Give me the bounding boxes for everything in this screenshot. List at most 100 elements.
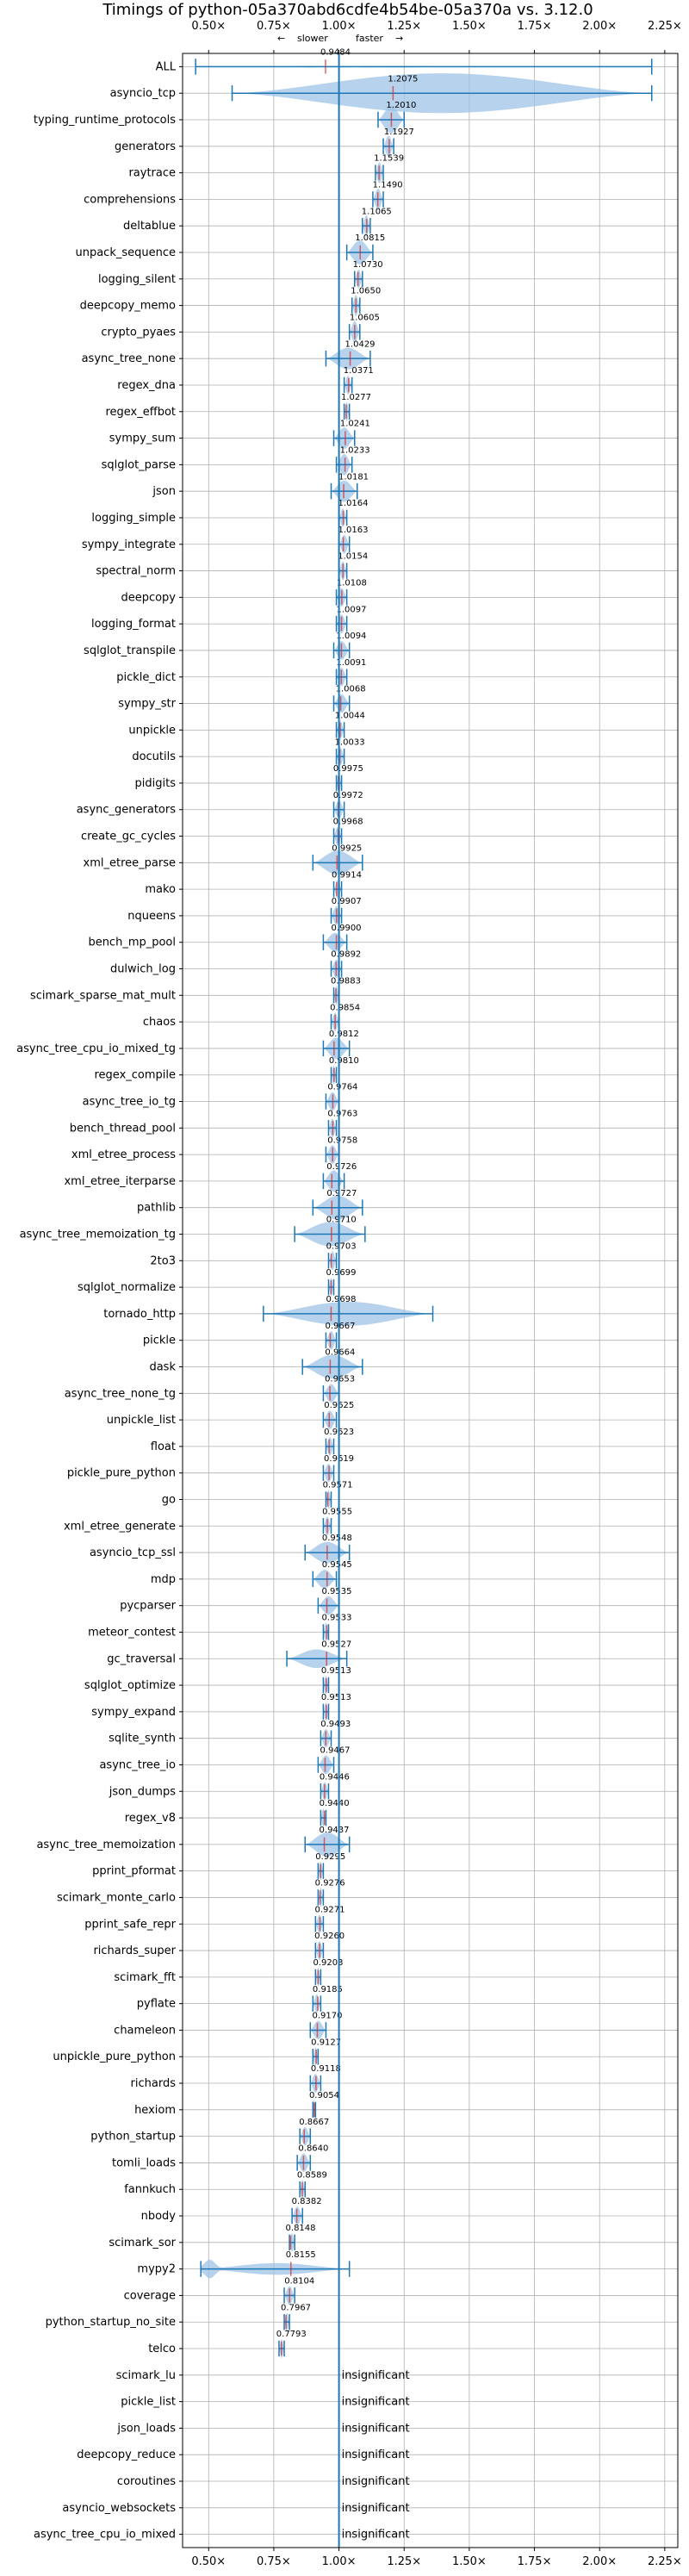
benchmark-label: scimark_monte_carlo — [57, 1891, 176, 1904]
benchmark-label: nqueens — [127, 910, 176, 923]
benchmark-label: unpickle — [128, 724, 176, 737]
value-label: 0.9446 — [320, 1772, 350, 1782]
value-label: 0.9763 — [327, 1109, 357, 1118]
value-label: 0.9295 — [315, 1852, 345, 1862]
value-label: 0.9907 — [332, 897, 362, 906]
benchmark-label: async_tree_none — [82, 352, 176, 365]
benchmark-label: async_tree_memoization — [36, 1839, 176, 1851]
x-tick-label-bottom: 2.25× — [648, 2555, 682, 2568]
benchmark-label: logging_simple — [91, 512, 176, 525]
value-label: 0.9571 — [323, 1481, 353, 1490]
benchmark-label: scimark_lu — [116, 2369, 176, 2382]
benchmark-label: mypy2 — [137, 2263, 176, 2276]
benchmark-label: async_generators — [77, 804, 177, 817]
value-label: 0.9698 — [326, 1295, 356, 1304]
value-label: 0.9854 — [330, 1003, 360, 1012]
chart-title: Timings of python-05a370abd6cdfe4b54be-0… — [102, 1, 593, 19]
value-label: 1.0233 — [340, 446, 370, 456]
value-label: 1.1490 — [373, 181, 403, 190]
value-label: 0.9975 — [333, 764, 363, 774]
value-label: 0.9127 — [311, 2038, 341, 2047]
value-label: 0.9170 — [312, 2012, 342, 2021]
benchmark-label: mako — [145, 883, 176, 896]
value-label: 1.0068 — [336, 685, 366, 694]
benchmark-label: pyflate — [137, 1998, 176, 2011]
value-label: 1.0605 — [350, 314, 380, 323]
benchmark-label: scimark_sparse_mat_mult — [30, 989, 176, 1002]
plot-frame — [182, 53, 679, 2548]
benchmark-label: bench_mp_pool — [88, 936, 176, 949]
benchmark-label: 2to3 — [150, 1254, 176, 1267]
value-label: 1.2010 — [386, 101, 416, 110]
value-label: 0.9548 — [322, 1534, 352, 1543]
value-label: 0.9727 — [326, 1189, 357, 1198]
benchmark-label: dulwich_log — [110, 963, 176, 976]
value-label: 1.0277 — [341, 393, 371, 402]
benchmark-label: asyncio_tcp — [110, 87, 176, 100]
benchmark-label: sympy_integrate — [82, 538, 176, 551]
value-label: 0.9710 — [326, 1216, 357, 1225]
value-label: 0.9271 — [315, 1905, 345, 1914]
benchmark-label: regex_v8 — [125, 1812, 176, 1825]
benchmark-label: deepcopy — [121, 591, 176, 604]
value-label: 0.8667 — [299, 2118, 329, 2127]
benchmark-label: pprint_safe_repr — [84, 1918, 176, 1931]
value-label: 0.9545 — [322, 1560, 352, 1570]
x-tick-label-top: 2.25× — [648, 20, 682, 33]
insignificant-label: insignificant — [342, 2422, 410, 2435]
benchmark-label: tomli_loads — [112, 2156, 176, 2169]
slower-arrow: ← — [277, 33, 285, 44]
benchmark-label: telco — [148, 2343, 176, 2355]
benchmark-label: float — [151, 1440, 176, 1453]
value-label: 0.9054 — [309, 2091, 339, 2100]
benchmark-label: xml_etree_parse — [84, 856, 176, 869]
benchmark-label: bench_thread_pool — [70, 1122, 176, 1135]
insignificant-label: insignificant — [342, 2502, 410, 2515]
value-label: 1.0164 — [338, 499, 369, 508]
value-label: 0.9664 — [325, 1348, 355, 1358]
benchmark-label: xml_etree_process — [71, 1148, 176, 1161]
benchmark-label: scimark_sor — [109, 2237, 176, 2249]
benchmark-label: json — [152, 485, 176, 498]
benchmark-label: hexiom — [134, 2104, 176, 2117]
benchmark-label: go — [162, 1493, 176, 1506]
benchmark-label: meteor_contest — [88, 1626, 176, 1639]
benchmark-label: regex_compile — [94, 1069, 176, 1082]
benchmark-label: unpack_sequence — [75, 246, 176, 259]
x-tick-label-bottom: 1.00× — [322, 2555, 357, 2568]
benchmark-label: async_tree_io_tg — [83, 1096, 176, 1109]
value-label: 0.7793 — [276, 2330, 307, 2339]
value-label: 0.9883 — [331, 976, 361, 986]
benchmark-label: comprehensions — [84, 193, 176, 206]
benchmark-label: regex_effbot — [105, 406, 176, 419]
value-label: 1.0730 — [353, 260, 383, 270]
value-label: 0.9437 — [320, 1826, 350, 1835]
value-label: 1.0094 — [336, 632, 366, 641]
value-label: 0.8640 — [298, 2144, 328, 2154]
benchmark-label: logging_silent — [98, 273, 176, 286]
value-label: 1.0033 — [335, 737, 365, 747]
faster-arrow: → — [395, 33, 403, 44]
value-label: 0.9810 — [329, 1056, 359, 1066]
benchmark-label: unpickle_pure_python — [53, 2050, 176, 2063]
benchmark-label: asyncio_tcp_ssl — [90, 1546, 176, 1559]
value-label: 1.1065 — [362, 207, 392, 216]
x-tick-label-bottom: 1.25× — [387, 2555, 421, 2568]
value-label: 1.1927 — [384, 128, 414, 137]
benchmark-label: pickle — [143, 1335, 176, 1347]
plot-area: 0.9484 1.2075 1.2010 1.1927 1.1539 1.1490 1.10… — [195, 48, 653, 2542]
benchmark-label: gc_traversal — [107, 1652, 176, 1665]
value-label: 0.8382 — [292, 2197, 322, 2206]
benchmark-label: ALL — [156, 60, 177, 73]
insignificant-label: insignificant — [342, 2369, 410, 2382]
value-label: 0.9703 — [326, 1241, 357, 1251]
value-label: 0.9972 — [333, 791, 363, 800]
x-tick-label-bottom: 1.75× — [518, 2555, 552, 2568]
benchmark-label: pathlib — [137, 1202, 176, 1215]
benchmark-label: unpickle_list — [107, 1414, 176, 1427]
value-label: 1.0815 — [355, 233, 385, 243]
value-label: 0.8589 — [297, 2170, 327, 2180]
benchmark-label: sympy_sum — [109, 432, 176, 445]
benchmark-label: regex_dna — [117, 379, 176, 392]
value-label: 0.9914 — [332, 870, 362, 880]
